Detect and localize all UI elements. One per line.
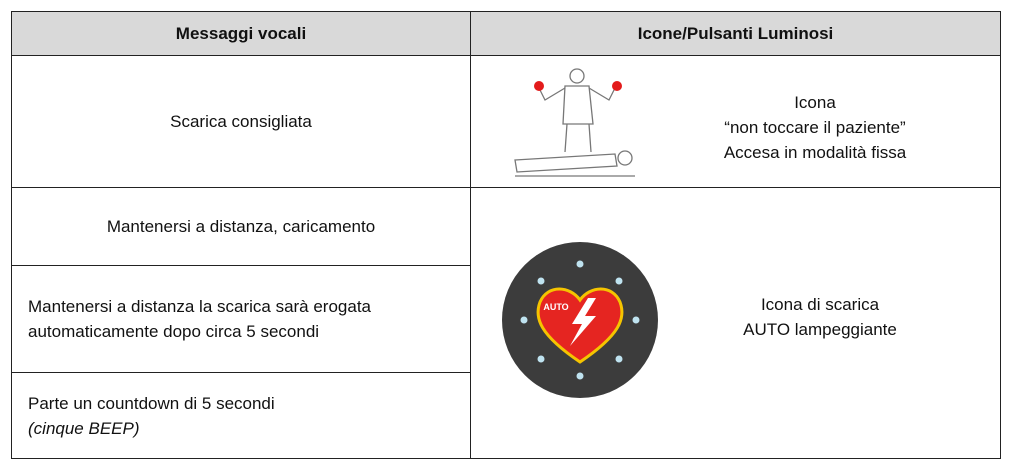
cell: Parte un countdown di 5 secondi (cinque … xyxy=(11,372,471,459)
line: Accesa in modalità fissa xyxy=(723,143,907,162)
message-note: (cinque BEEP) xyxy=(28,418,140,438)
message: Mantenersi a distanza, caricamento xyxy=(106,217,376,236)
message: Parte un countdown di 5 secondi xyxy=(28,393,275,413)
do-not-touch-icon xyxy=(514,68,635,177)
header-text: Messaggi vocali xyxy=(175,24,307,43)
line: Icona xyxy=(794,93,836,112)
icon-description: Icona di scarica AUTO lampeggiante xyxy=(710,292,930,342)
icon-description: Icona “non toccare il paziente” Accesa i… xyxy=(690,90,940,165)
message: Scarica consigliata xyxy=(170,112,312,131)
line: “non toccare il paziente” xyxy=(724,118,906,137)
message: Mantenersi a distanza la scarica sarà er… xyxy=(28,297,372,341)
shock-icon: AUTO xyxy=(502,242,658,398)
cell: Scarica consigliata xyxy=(11,55,471,188)
header-cell: Icone/Pulsanti Luminosi xyxy=(470,11,1001,56)
cell xyxy=(470,187,1001,459)
cell: Mantenersi a distanza la scarica sarà er… xyxy=(11,265,471,373)
header-text: Icone/Pulsanti Luminosi xyxy=(637,24,834,43)
icon-label: AUTO xyxy=(543,302,568,312)
header-cell: Messaggi vocali xyxy=(11,11,471,56)
cell: Mantenersi a distanza, caricamento xyxy=(11,187,471,266)
line: Icona di scarica xyxy=(760,295,880,314)
line: AUTO lampeggiante xyxy=(743,320,897,339)
